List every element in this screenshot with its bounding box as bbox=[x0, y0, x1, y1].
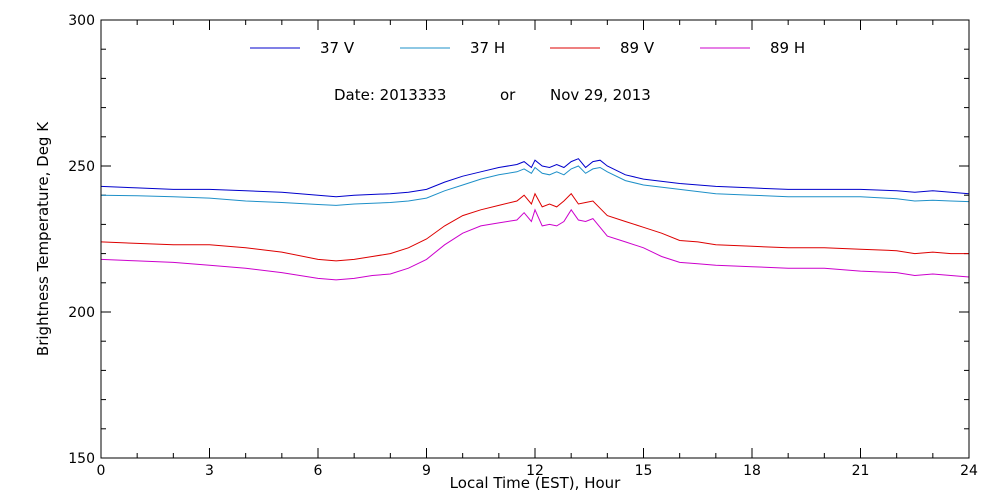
x-tick-label: 0 bbox=[97, 463, 106, 479]
series-group bbox=[100, 158, 970, 281]
x-tick-label: 18 bbox=[743, 463, 761, 479]
axis-ticks bbox=[100, 19, 970, 459]
x-tick-label: 12 bbox=[526, 463, 544, 479]
series-line-37-v bbox=[100, 158, 970, 198]
x-tick-label: 21 bbox=[852, 463, 870, 479]
x-axis-label: Local Time (EST), Hour bbox=[450, 474, 621, 492]
series-line-89-v bbox=[100, 192, 969, 262]
y-axis-label: Brightness Temperature, Deg K bbox=[34, 121, 52, 356]
legend-label-37-v: 37 V bbox=[320, 39, 355, 57]
series-line-37-h bbox=[100, 165, 970, 206]
legend-label-89-v: 89 V bbox=[620, 39, 655, 57]
y-tick-label: 250 bbox=[68, 159, 95, 175]
x-tick-label: 6 bbox=[314, 463, 323, 479]
y-tick-label: 300 bbox=[68, 13, 95, 29]
annotation-date-label: Date: 2013333 bbox=[334, 86, 446, 104]
plot-frame bbox=[100, 19, 970, 459]
x-tick-label: 9 bbox=[422, 463, 431, 479]
legend: 37 V 37 H 89 V 89 H bbox=[250, 39, 805, 57]
tick-labels: 0 3 6 9 12 15 18 21 24 150 200 250 300 bbox=[68, 13, 978, 479]
y-tick-label: 200 bbox=[68, 305, 95, 321]
y-tick-label: 150 bbox=[68, 451, 95, 467]
x-tick-label: 15 bbox=[635, 463, 653, 479]
legend-label-89-h: 89 H bbox=[770, 39, 805, 57]
annotation-or-label: or bbox=[500, 86, 516, 104]
x-tick-label: 24 bbox=[960, 463, 978, 479]
series-line-89-h bbox=[100, 208, 970, 281]
legend-label-37-h: 37 H bbox=[470, 39, 505, 57]
x-tick-label: 3 bbox=[205, 463, 214, 479]
annotation-date-text: Nov 29, 2013 bbox=[550, 86, 651, 104]
